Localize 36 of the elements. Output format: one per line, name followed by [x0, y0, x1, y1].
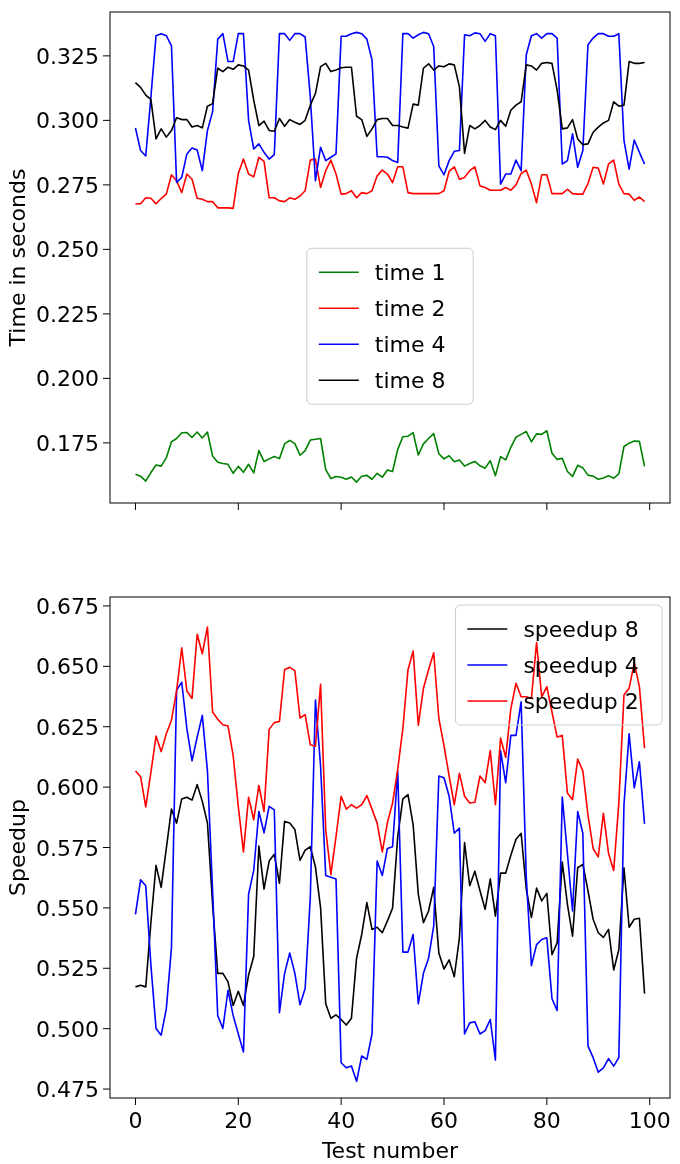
y-tick-label: 0.525: [36, 956, 99, 982]
y-tick-label: 0.325: [36, 43, 99, 69]
legend-label: time 8: [374, 368, 446, 394]
y-tick-label: 0.300: [36, 108, 99, 134]
y-tick-label: 0.250: [36, 237, 99, 263]
x-tick-label: 0: [128, 1108, 143, 1133]
x-tick-label: 20: [224, 1108, 253, 1133]
legend-label: speedup 8: [523, 617, 639, 642]
y-tick-label: 0.650: [36, 654, 99, 680]
line-series: [134, 31, 646, 185]
line-series: [134, 681, 646, 1083]
y-tick-label: 0.675: [36, 593, 99, 619]
y-tick-label: 0.550: [36, 895, 99, 921]
y-tick-label: 0.175: [36, 430, 99, 456]
legend-label: time 2: [374, 296, 446, 322]
y-tick-label: 0.200: [36, 366, 99, 392]
x-tick-label: 40: [327, 1108, 356, 1133]
x-tick-label: 60: [429, 1108, 458, 1133]
y-axis-title: Time in seconds: [5, 168, 30, 348]
y-tick-label: 0.600: [36, 775, 99, 801]
y-axis-title: Speedup: [5, 799, 30, 896]
y-tick-label: 0.575: [36, 835, 99, 861]
line-series: [134, 783, 646, 1026]
line-series: [134, 156, 646, 210]
y-tick-label: 0.625: [36, 714, 99, 740]
y-tick-label: 0.275: [36, 172, 99, 198]
line-series: [134, 60, 646, 155]
y-tick-label: 0.500: [36, 1016, 99, 1042]
line-series: [134, 429, 646, 483]
legend-label: time 1: [374, 260, 446, 286]
y-tick-label: 0.225: [36, 301, 99, 327]
y-tick-label: 0.475: [36, 1077, 99, 1103]
legend-label: time 4: [374, 332, 446, 358]
x-tick-label: 80: [532, 1108, 561, 1133]
x-tick-label: 100: [628, 1108, 671, 1133]
x-axis-title: Test number: [320, 1138, 460, 1163]
